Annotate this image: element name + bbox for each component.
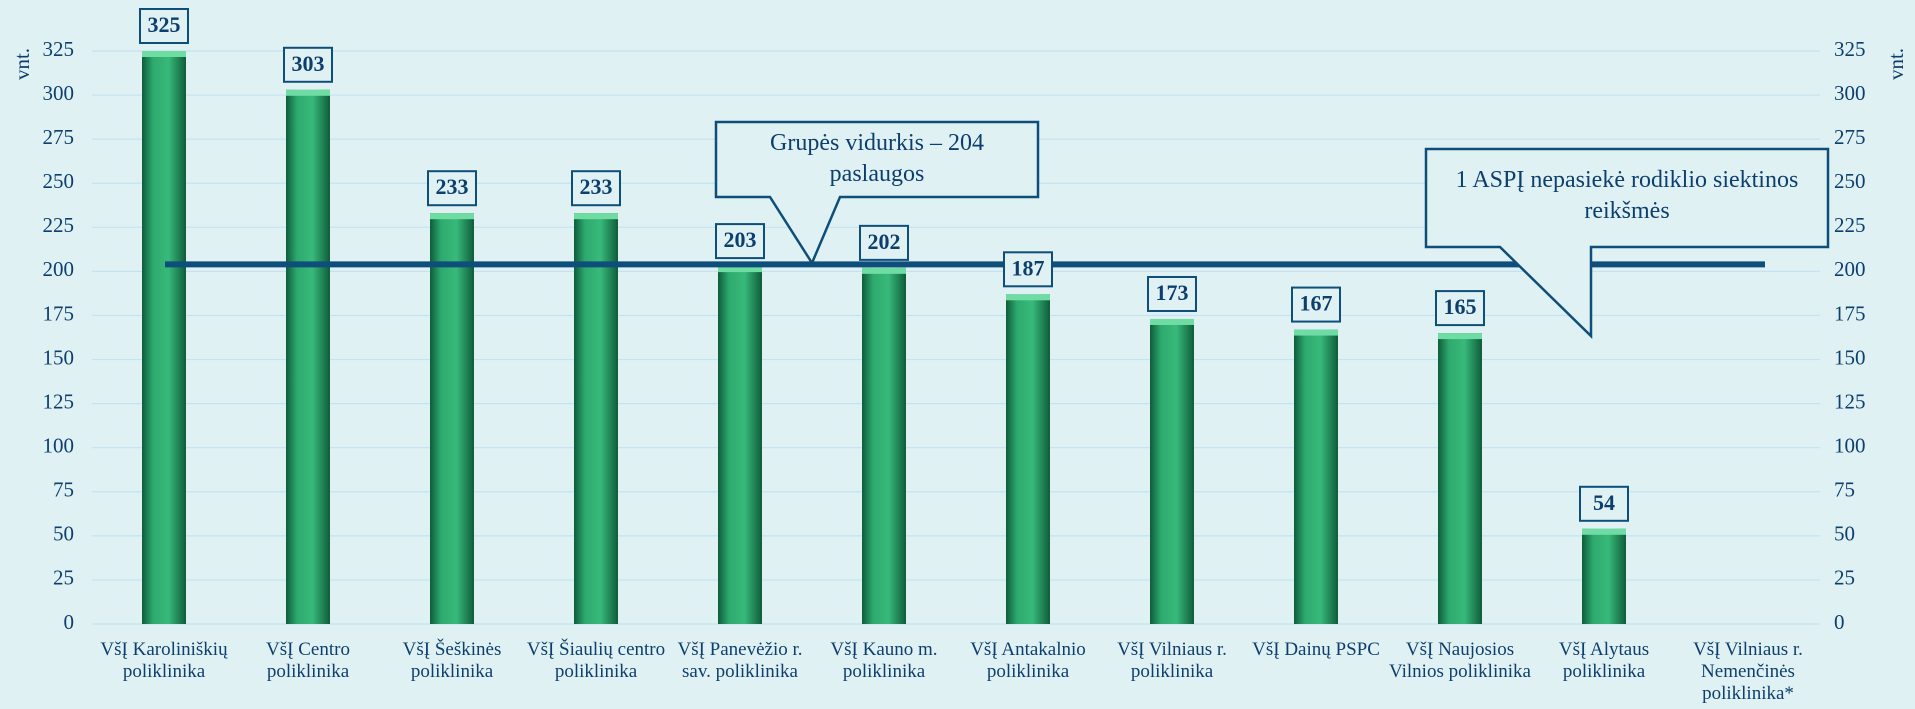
y2-tick-label: 250 [1834, 169, 1866, 193]
value-label-box [571, 170, 621, 207]
callout-box [1424, 147, 1830, 339]
callout-box [714, 120, 1040, 266]
value-label-box [715, 223, 765, 260]
value-label-box [1147, 275, 1197, 312]
bar-top [1006, 294, 1050, 301]
y-tick-label: 175 [43, 301, 75, 325]
value-label: 203 [724, 227, 757, 252]
x-tick-label: VšĮ Karoliniškių poliklinika [100, 639, 228, 682]
value-label: 325 [148, 12, 181, 37]
y-tick-label: 50 [53, 522, 74, 546]
value-label-box [139, 8, 189, 44]
value-label-box [1435, 290, 1485, 327]
x-tick-label: VšĮ Šiaulių centro poliklinika [526, 639, 666, 682]
bar [1006, 294, 1050, 624]
bar [430, 213, 474, 625]
bar [574, 213, 618, 625]
y-tick-label: 275 [43, 125, 75, 149]
bar [1294, 329, 1338, 624]
y2-tick-label: 225 [1834, 213, 1866, 237]
value-label: 187 [1012, 255, 1045, 280]
bar-top [718, 266, 762, 273]
x-tick-label: VšĮ Naujosios Vilnios poliklinika [1389, 639, 1531, 682]
x-tick-label: VšĮ Panevėžio r. sav. poliklinika [677, 639, 803, 682]
bar-top [286, 89, 330, 96]
annotation: Grupės vidurkis – 204 paslaugos [770, 130, 984, 187]
x-tick-label: VšĮ Dainų PSPC [1252, 639, 1380, 660]
bar [286, 89, 330, 624]
y-tick-label: 150 [43, 345, 75, 369]
value-label: 165 [1444, 294, 1477, 319]
value-label-box [1579, 485, 1629, 522]
bar-top [1438, 333, 1482, 340]
y2-tick-label: 50 [1834, 522, 1855, 546]
x-tick-label: VšĮ Vilniaus r. Nemenčinės poliklinika* [1693, 639, 1803, 704]
x-tick-label: VšĮ Kauno m. poliklinika [830, 639, 938, 682]
y2-tick-label: 75 [1834, 478, 1855, 502]
y-tick-label: 100 [43, 434, 75, 458]
value-label-box [283, 46, 333, 83]
y-tick-label: 300 [43, 81, 75, 105]
value-label: 303 [292, 51, 325, 76]
y2-tick-label: 150 [1834, 345, 1866, 369]
bar [1150, 318, 1194, 624]
bar [1438, 333, 1482, 624]
value-label-box [427, 170, 477, 207]
y2-tick-label: 125 [1834, 389, 1866, 413]
bar-top [142, 51, 186, 57]
bar [718, 266, 762, 624]
value-label: 202 [868, 229, 901, 254]
y-tick-label: 225 [43, 213, 75, 237]
y2-tick-label: 275 [1834, 125, 1866, 149]
y2-tick-label: 175 [1834, 301, 1866, 325]
annotation: 1 ASPĮ nepasiekė rodiklio siektinos reik… [1455, 167, 1799, 224]
y2-tick-label: 200 [1834, 257, 1866, 281]
y-tick-label: 25 [53, 566, 74, 590]
bar-top [1582, 528, 1626, 535]
y-tick-label: 325 [43, 37, 75, 61]
x-tick-label: VšĮ Šeškinės poliklinika [402, 639, 502, 682]
y-tick-label: 75 [53, 478, 74, 502]
value-label-box [1291, 286, 1341, 323]
y-tick-label: 125 [43, 389, 75, 413]
y2-tick-label: 325 [1834, 37, 1866, 61]
x-tick-label: VšĮ Antakalnio poliklinika [970, 639, 1086, 682]
y2-tick-label: 25 [1834, 566, 1855, 590]
y2-tick-label: 100 [1834, 434, 1866, 458]
bar-top [430, 213, 474, 220]
x-tick-label: VšĮ Centro poliklinika [266, 639, 350, 682]
y-tick-label: 200 [43, 257, 75, 281]
y-tick-label: 0 [64, 610, 75, 634]
value-label: 233 [580, 174, 613, 199]
y-tick-label: 250 [43, 169, 75, 193]
y2-tick-label: 300 [1834, 81, 1866, 105]
bar-top [1150, 318, 1194, 325]
value-label-box [1003, 251, 1053, 288]
value-label: 54 [1593, 490, 1615, 515]
value-label: 167 [1300, 291, 1333, 316]
bar-top [574, 213, 618, 220]
bar [142, 51, 186, 624]
y-axis-label: vnt. [10, 48, 34, 80]
value-label: 173 [1156, 280, 1189, 305]
bar [862, 267, 906, 624]
x-tick-label: VšĮ Alytaus poliklinika [1558, 639, 1650, 682]
value-label-box [859, 224, 909, 261]
value-label: 233 [436, 174, 469, 199]
x-tick-label: VšĮ Vilniaus r. poliklinika [1117, 639, 1227, 682]
bar-top [862, 267, 906, 274]
bar [1582, 528, 1626, 624]
y2-tick-label: 0 [1834, 610, 1845, 634]
y2-axis-label: vnt. [1884, 48, 1908, 80]
bar-top [1294, 329, 1338, 336]
